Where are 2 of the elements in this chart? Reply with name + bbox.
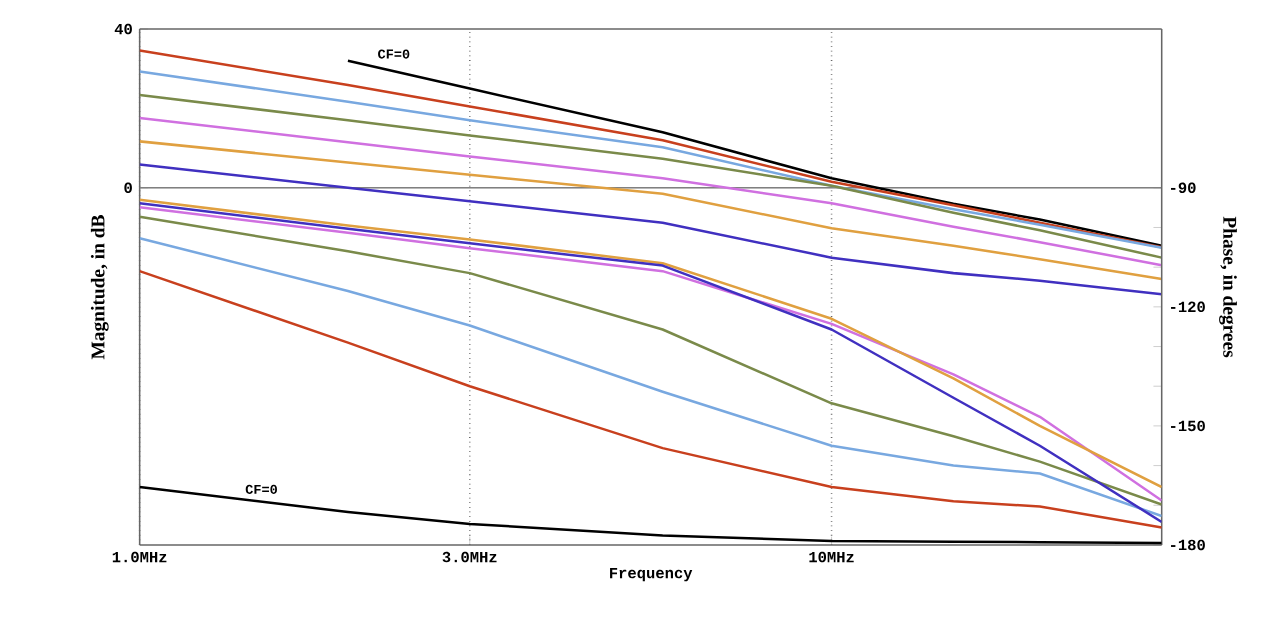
y2-axis-title: Phase, in degrees: [1219, 216, 1237, 358]
y-axis-title: Magnitude, in dB: [90, 214, 109, 359]
